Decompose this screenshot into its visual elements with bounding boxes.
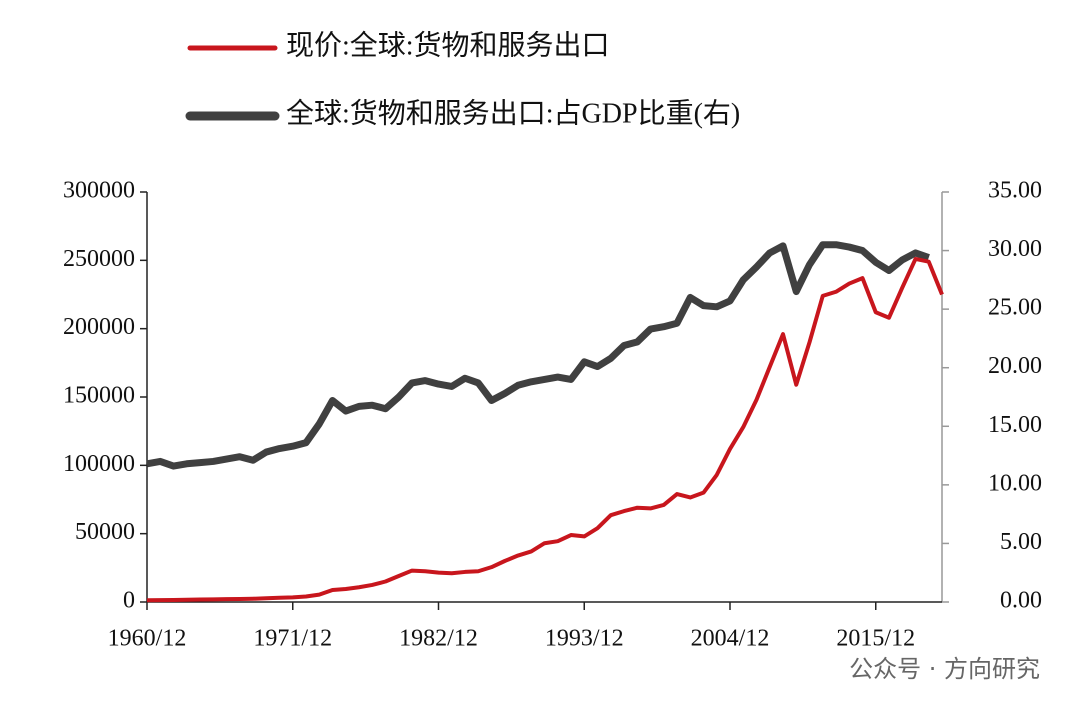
y2-tick-label: 15.00 <box>988 412 1042 438</box>
y-tick-label: 50000 <box>75 519 135 545</box>
x-tick-label: 1982/12 <box>399 626 478 652</box>
y-tick-label: 250000 <box>63 246 135 272</box>
y-tick-label: 150000 <box>63 383 135 409</box>
y2-tick-label: 10.00 <box>988 470 1042 496</box>
y-tick-label: 300000 <box>63 178 135 204</box>
series-line <box>146 256 944 603</box>
y2-tick-label: 25.00 <box>988 295 1042 321</box>
watermark: 公众号 · 方向研究 <box>849 655 1040 683</box>
x-tick-label: 2004/12 <box>691 626 770 652</box>
x-tick-label: 1960/12 <box>108 626 187 652</box>
y2-tick-label: 0.00 <box>1000 588 1042 614</box>
x-tick-label: 1971/12 <box>253 626 332 652</box>
y2-tick-label: 30.00 <box>988 236 1042 262</box>
y2-tick-label: 20.00 <box>988 353 1042 379</box>
y-tick-label: 100000 <box>63 451 135 477</box>
x-tick-label: 1993/12 <box>545 626 624 652</box>
x-tick-label: 2015/12 <box>836 626 915 652</box>
series-line <box>146 241 930 470</box>
y-tick-label: 0 <box>123 588 135 614</box>
legend-label: 现价:全球:货物和服务出口 <box>286 29 610 61</box>
y-tick-label: 200000 <box>63 314 135 340</box>
legend-label: 全球:货物和服务出口:占GDP比重(右) <box>286 97 740 129</box>
y2-tick-label: 5.00 <box>1000 529 1042 555</box>
y2-tick-label: 35.00 <box>988 178 1042 204</box>
